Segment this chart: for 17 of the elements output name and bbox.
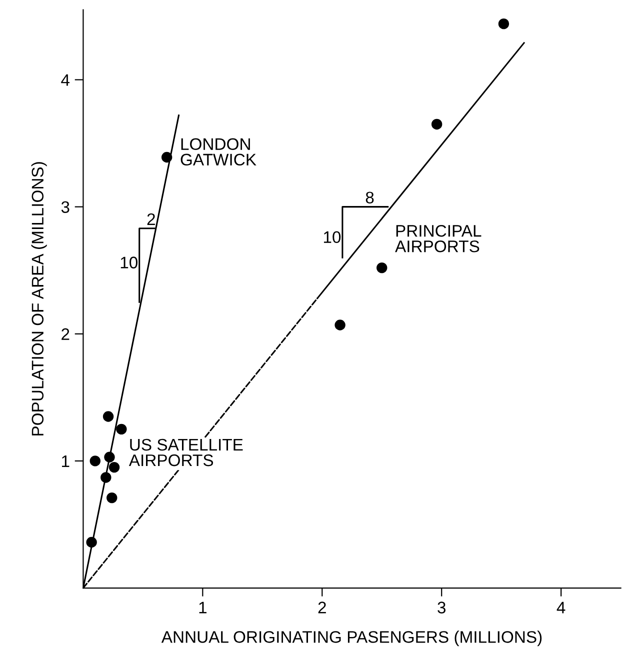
annotation: 10 [120, 256, 138, 268]
y-tick-label: 2 [62, 328, 70, 340]
x-tick-label: 2 [318, 602, 326, 614]
x-tick-label: 1 [199, 602, 206, 614]
x-axis-title: ANNUAL ORIGINATING PASENGERS (MILLIONS) [161, 630, 542, 646]
annotation: LONDON GATWICK [180, 138, 256, 166]
annotation: PRINCIPAL AIRPORTS [395, 224, 482, 252]
annotation: US SATELLITE AIRPORTS [128, 438, 243, 466]
x-tick-label: 4 [556, 602, 566, 614]
y-tick-label: 3 [61, 201, 70, 214]
y-axis-title: POPULATION OF AREA (MILLIONS) [31, 162, 47, 436]
annotation: 8 [366, 192, 374, 204]
annotation: 10 [324, 231, 341, 244]
y-tick-label: 4 [61, 74, 70, 86]
x-tick-label: 3 [438, 602, 446, 614]
y-tick-label: 1 [62, 456, 70, 467]
annotation: 2 [147, 213, 155, 225]
